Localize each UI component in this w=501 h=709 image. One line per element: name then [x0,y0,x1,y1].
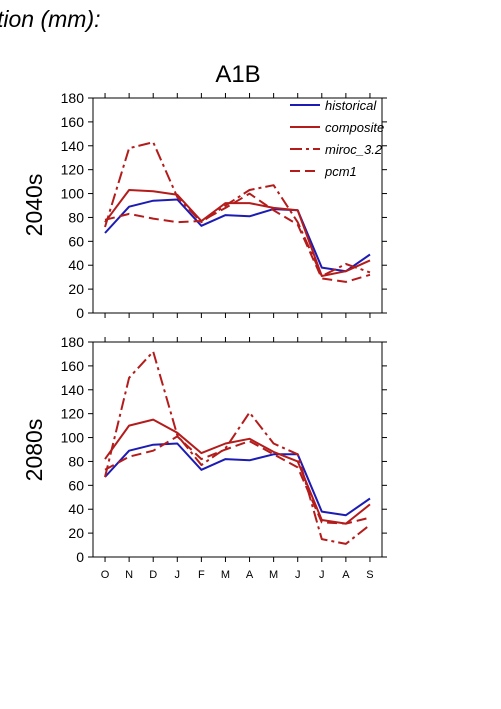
series-line-pcm1 [104,192,371,283]
x-tick-label: J [175,569,181,581]
y-tick-label: 60 [68,233,84,249]
plots-group: 0 20 40 60 80 100 120 140 160 180 2040s 0 20 40 60 80 10… [21,90,387,581]
panel-title: A1B [215,61,260,88]
x-tick-label: A [342,569,350,581]
y-tick-label: 80 [68,209,84,225]
y-tick-label: 60 [68,477,84,493]
x-tick-label: S [366,569,373,581]
series-line-pcm1 [104,435,371,525]
y-tick-label: 160 [61,358,85,374]
y-tick-label: 100 [61,186,85,202]
y-tick-label: 40 [68,501,84,517]
series-line-composite [104,189,371,277]
y-axis-label: 2040s [21,174,47,237]
x-tick-label: O [101,569,110,581]
y-tick-label: 140 [61,382,85,398]
header-text: tion (mm): [0,6,101,32]
y-tick-label: 80 [68,453,84,469]
y-tick-label: 140 [61,138,85,154]
y-tick-label: 160 [61,114,85,130]
panel-1: 0 20 40 60 80 100 120 140 160 180 2040s [21,90,387,321]
x-tick-label: M [221,569,230,581]
series-line-miroc-3-2 [104,350,371,545]
panel-2: 0 20 40 60 80 100 120 140 160 180 O N D J F M A M J J A S 2080… [21,334,387,581]
legend-label: pcm1 [324,164,357,179]
y-tick-label: 120 [61,406,85,422]
x-tick-label: D [149,569,157,581]
x-tick-label: M [269,569,278,581]
y-tick-label: 120 [61,162,85,178]
series-line-historical [104,442,371,517]
x-tick-label: A [246,569,254,581]
legend: historical composite miroc_3.2 pcm1 [290,98,384,179]
y-tick-label: 40 [68,257,84,273]
y-tick-label: 100 [61,430,85,446]
plot-frame [92,97,383,314]
x-tick-label: N [125,569,133,581]
y-tick-label: 180 [61,334,85,350]
x-tick-label: F [198,569,205,581]
series-line-historical [104,198,371,273]
x-tick-label: J [295,569,301,581]
plot-frame [92,341,383,558]
legend-label: composite [325,120,384,135]
y-tick-label: 0 [76,305,84,321]
series-line-miroc-3-2 [104,141,371,277]
legend-label: historical [325,98,377,113]
x-tick-label: J [319,569,325,581]
legend-label: miroc_3.2 [325,142,383,157]
y-tick-label: 0 [76,549,84,565]
y-axis-label: 2080s [21,419,47,482]
y-tick-label: 20 [68,281,84,297]
y-tick-label: 20 [68,525,84,541]
y-tick-label: 180 [61,90,85,106]
series-line-composite [104,418,371,525]
